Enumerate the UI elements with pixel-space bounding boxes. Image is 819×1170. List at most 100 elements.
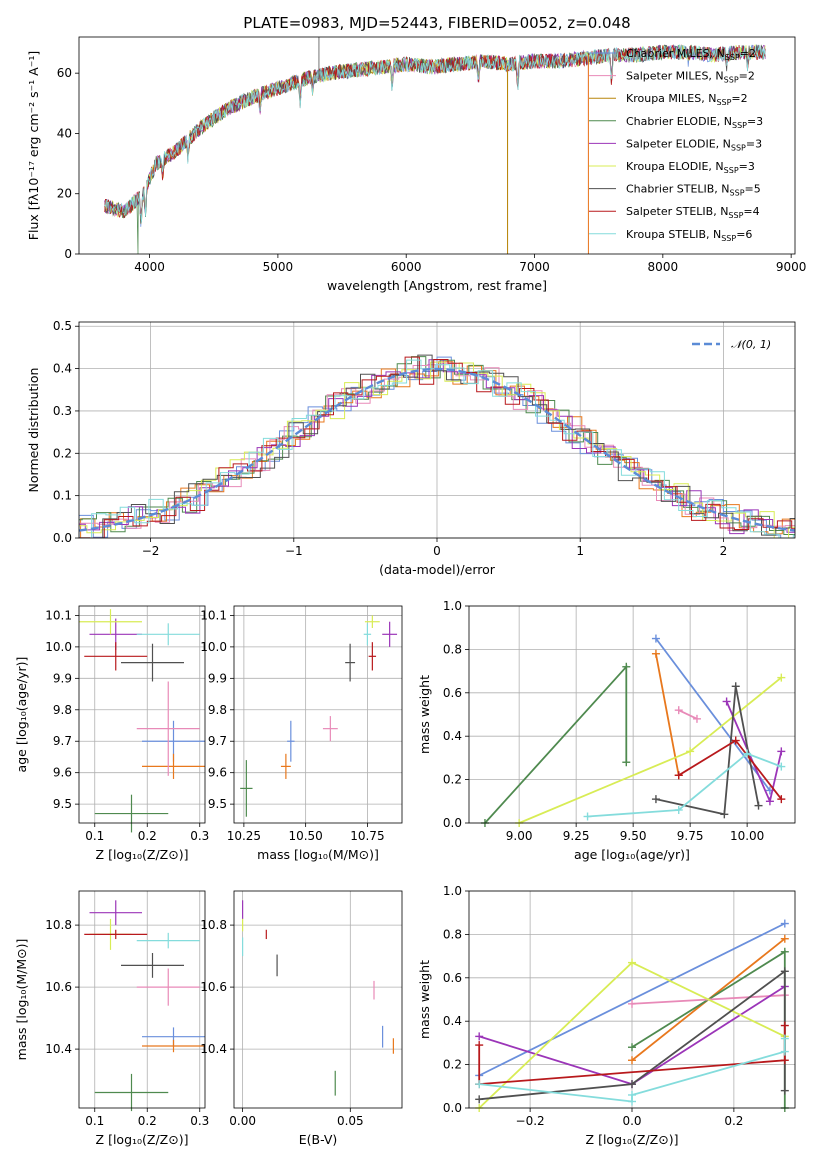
legend-name: Chabrier MILES, N: [626, 47, 725, 60]
histogram-step: [79, 354, 795, 538]
plus-marker: [780, 1034, 789, 1043]
weight-line: [484, 664, 628, 824]
plus-marker: [628, 1043, 636, 1052]
y-tick-label: 0.0: [443, 816, 462, 830]
y-tick-label: 9.6: [208, 766, 227, 780]
legend-label: Chabrier MILES, NSSP=2: [626, 47, 756, 62]
data-point: [368, 642, 377, 671]
plus-marker: [780, 967, 789, 976]
legend-label: Chabrier STELIB, NSSP=5: [626, 183, 761, 198]
panel-2-axes: 0.1 0.2 0.3 9.5 9.6 9.7 9.8 9.9 10.0 10.1 Z [log₁₀…: [14, 606, 209, 862]
x-tick-label: 7000: [519, 260, 550, 274]
y-tick-label: 40: [57, 126, 72, 140]
plus-marker: [731, 682, 740, 691]
data-point: [94, 1073, 169, 1112]
x-axis-label: E(B-V): [299, 1132, 338, 1147]
data-point: [121, 953, 184, 978]
plus-marker: [651, 649, 660, 658]
legend-sub: SSP: [721, 234, 736, 243]
weight-line: [478, 922, 786, 1077]
x-tick-label: 0: [433, 544, 441, 558]
legend-label: Salpeter ELODIE, NSSP=3: [626, 137, 762, 152]
x-axis-label: (data-model)/error: [379, 562, 496, 577]
y-tick-label: 10.8: [200, 918, 227, 932]
y-tick-label: 0.4: [443, 729, 462, 743]
panel-0-axes: 4000 5000 6000 7000 8000 9000 0 20 40 60 wavelengt…: [26, 51, 806, 293]
plus-marker: [674, 706, 683, 715]
data-point: [94, 794, 169, 833]
legend-sub: SSP: [716, 98, 731, 107]
x-tick-label: 0.1: [85, 829, 104, 843]
y-tick-label: 10.4: [200, 1042, 227, 1056]
plus-marker: [475, 1080, 484, 1089]
legend-sub: SSP: [724, 76, 739, 85]
y-tick-label: 9.5: [208, 797, 227, 811]
x-tick-label: 5000: [263, 260, 294, 274]
plus-marker: [780, 1047, 789, 1056]
plus-marker: [651, 795, 660, 804]
weight-line: [655, 686, 760, 816]
legend-sub: SSP: [731, 143, 746, 152]
plus-marker: [780, 1086, 789, 1095]
plus-marker: [628, 999, 636, 1008]
chart-title: PLATE=0983, MJD=52443, FIBERID=0052, z=0…: [243, 14, 630, 32]
panel-3-axes: 10.25 10.50 10.75 9.5 9.6 9.7 9.8 9.9 10.0 10.1 ma…: [200, 606, 402, 862]
y-tick-label: 10.0: [200, 640, 227, 654]
weight-line: [631, 950, 786, 1108]
x-axis-label: Z [log₁₀(Z/Z⊙)]: [96, 1132, 189, 1147]
x-tick-label: 9.50: [620, 829, 647, 843]
x-axis-label: mass [log₁₀(M/M⊙)]: [257, 847, 379, 862]
legend-val: =3: [739, 160, 755, 173]
y-tick-label: 9.7: [53, 734, 72, 748]
x-tick-label: 10.00: [730, 829, 764, 843]
y-tick-label: 9.9: [208, 671, 227, 685]
legend-sub: SSP: [730, 189, 745, 198]
plus-marker: [743, 749, 752, 758]
plus-marker: [622, 758, 631, 767]
data-point: [84, 642, 148, 671]
x-tick-label: 0.2: [138, 1114, 157, 1128]
legend-label: Kroupa STELIB, NSSP=6: [626, 228, 752, 243]
plus-marker: [628, 1090, 636, 1099]
legend-val: =4: [743, 205, 759, 218]
y-tick-label: 9.8: [208, 703, 227, 717]
x-axis-label: Z [log₁₀(Z/Z⊙)]: [586, 1132, 679, 1147]
y-tick-label: 10.4: [45, 1042, 72, 1056]
panel-4-frame: [468, 605, 796, 824]
y-tick-label: 20: [57, 187, 72, 201]
legend-label: Kroupa ELODIE, NSSP=3: [626, 160, 755, 175]
data-point: [136, 968, 200, 1006]
y-axis-label: mass weight: [417, 960, 432, 1039]
panel-6-axes: 0.00 0.05 10.4 10.6 10.8 E(B-V): [200, 891, 402, 1147]
x-tick-label: −0.2: [516, 1114, 545, 1128]
plus-marker: [475, 1095, 484, 1104]
weight-line: [678, 709, 698, 720]
plus-marker: [754, 801, 763, 810]
y-tick-label: 10.6: [200, 980, 227, 994]
plus-marker: [628, 1056, 636, 1065]
y-tick-label: 0.3: [53, 404, 72, 418]
histogram-step: [79, 356, 795, 535]
plus-marker: [475, 1041, 484, 1050]
x-axis-label: age [log₁₀(age/yr)]: [574, 847, 690, 862]
y-tick-label: 0.4: [443, 1014, 462, 1028]
y-axis-label: mass [log₁₀(M/M⊙)]: [14, 939, 29, 1061]
weight-line: [655, 653, 680, 776]
x-tick-label: 10.50: [288, 829, 322, 843]
weight-line: [518, 676, 782, 824]
y-tick-label: 10.6: [45, 980, 72, 994]
weight-line: [655, 637, 771, 792]
plus-marker: [777, 795, 786, 804]
legend-label: Chabrier ELODIE, NSSP=3: [626, 115, 763, 130]
legend-sub: SSP: [732, 121, 747, 130]
legend-label: Kroupa MILES, NSSP=2: [626, 92, 748, 107]
x-tick-label: 10.25: [227, 829, 261, 843]
y-axis-label: mass weight: [417, 675, 432, 754]
legend-val: =3: [747, 115, 763, 128]
x-tick-label: 9.00: [506, 829, 533, 843]
plus-marker: [475, 1032, 484, 1041]
y-axis-label: Normed distribution: [26, 368, 41, 493]
x-tick-label: −1: [285, 544, 303, 558]
plus-marker: [780, 947, 789, 956]
